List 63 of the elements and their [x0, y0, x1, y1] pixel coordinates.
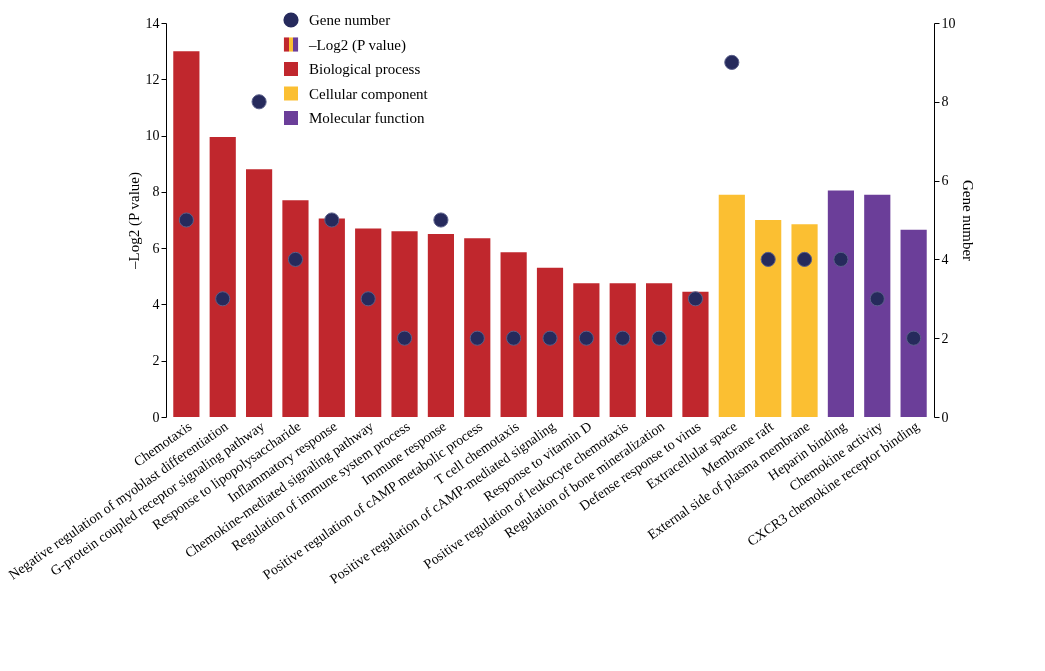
bar: [536, 267, 564, 417]
y-tick-label: 0: [152, 409, 160, 425]
y2-axis-title: Gene number: [959, 179, 976, 262]
bar: [391, 231, 418, 417]
point: [869, 291, 885, 307]
point: [542, 330, 558, 346]
bar: [173, 51, 200, 417]
bar: [646, 283, 673, 417]
point: [651, 330, 667, 346]
y2-tick-label: 10: [941, 15, 956, 31]
point: [396, 330, 413, 346]
y2-tick-label: 4: [941, 251, 949, 267]
point: [833, 251, 849, 267]
point: [796, 251, 813, 267]
point: [615, 330, 631, 346]
bar: [209, 136, 236, 417]
point: [215, 291, 231, 307]
point: [687, 291, 704, 307]
y-tick-label: 12: [145, 71, 160, 87]
y2-tick-label: 8: [941, 94, 949, 110]
y2-tick-label: 2: [941, 330, 949, 346]
point: [760, 251, 776, 267]
y2-tick-label: 6: [941, 173, 949, 189]
bar: [246, 169, 273, 417]
bar: [500, 252, 527, 417]
point: [360, 291, 376, 307]
bar: [827, 190, 854, 417]
point: [469, 330, 485, 346]
legend-label: Biological process: [309, 61, 421, 77]
bar: [755, 220, 782, 417]
y-tick-label: 14: [145, 15, 160, 31]
legend-label: Gene number: [309, 12, 391, 28]
bar: [609, 283, 636, 417]
bar: [427, 234, 454, 417]
point: [178, 212, 194, 228]
y-axis-title: –Log2 (P value): [125, 172, 143, 270]
point: [433, 212, 449, 228]
y-tick-label: 4: [152, 296, 160, 312]
bar: [464, 238, 491, 417]
bar: [900, 229, 927, 417]
bar: [682, 291, 709, 417]
y-tick-label: 10: [145, 128, 160, 144]
bar: [791, 224, 818, 417]
annotation: –Log2 (P value): [308, 36, 406, 54]
point: [578, 330, 594, 346]
bar: [864, 194, 891, 417]
bar: [318, 218, 345, 417]
legend-label: Molecular function: [309, 110, 425, 126]
bar: [573, 283, 600, 417]
y2-tick-label: 0: [941, 409, 949, 425]
bar: [718, 194, 745, 417]
point: [724, 54, 740, 70]
y-tick-label: 6: [152, 240, 160, 256]
legend-label: Cellular component: [309, 85, 429, 102]
y-tick-label: 8: [152, 184, 160, 200]
point: [906, 330, 922, 346]
point: [324, 212, 340, 228]
bar: [282, 200, 309, 417]
bar: [355, 228, 382, 417]
point: [506, 330, 522, 346]
point: [251, 94, 267, 110]
y-tick-label: 2: [152, 353, 160, 369]
point: [287, 251, 304, 267]
